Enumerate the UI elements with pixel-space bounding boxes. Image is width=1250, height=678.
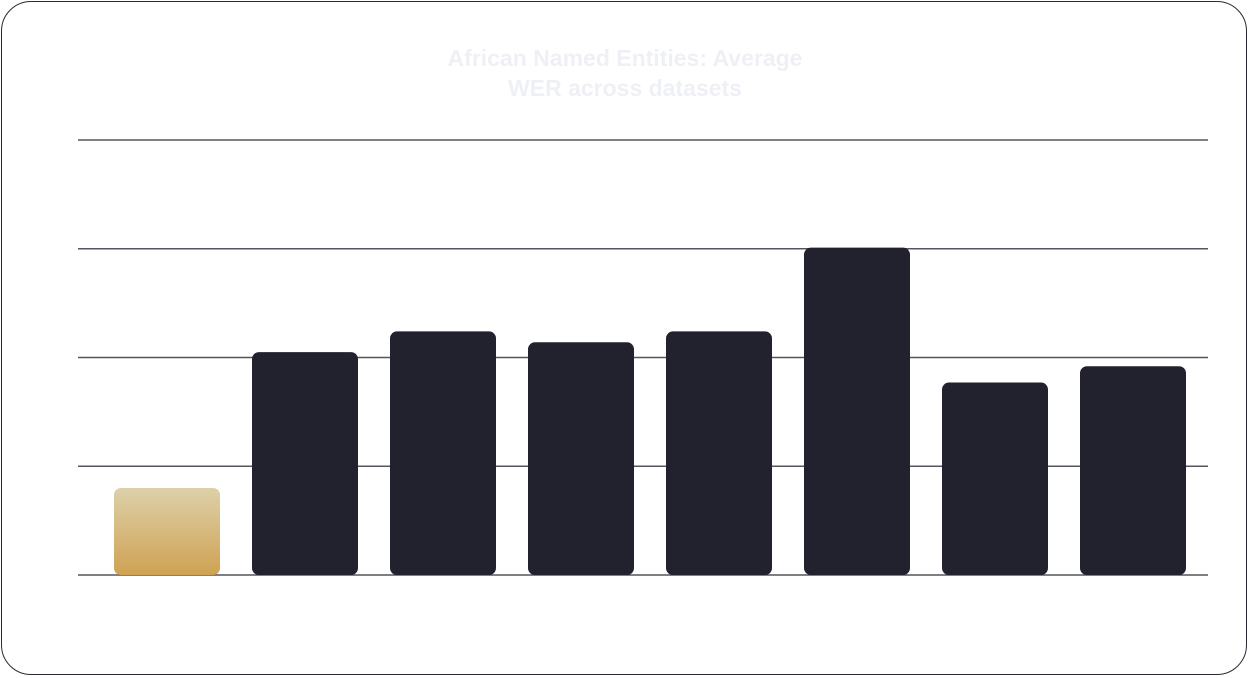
bar-highlighted (114, 488, 220, 575)
bar (252, 352, 358, 575)
bar (804, 247, 910, 575)
bar (942, 382, 1048, 575)
bar (390, 331, 496, 575)
bar (666, 331, 772, 575)
chart-title-line-1: African Named Entities: Average (447, 45, 803, 71)
bar (1080, 366, 1186, 575)
bars (114, 247, 1186, 575)
chart-title: African Named Entities: Average WER acro… (0, 43, 1250, 103)
chart-title-line-2: WER across datasets (508, 75, 742, 101)
bar (528, 342, 634, 575)
